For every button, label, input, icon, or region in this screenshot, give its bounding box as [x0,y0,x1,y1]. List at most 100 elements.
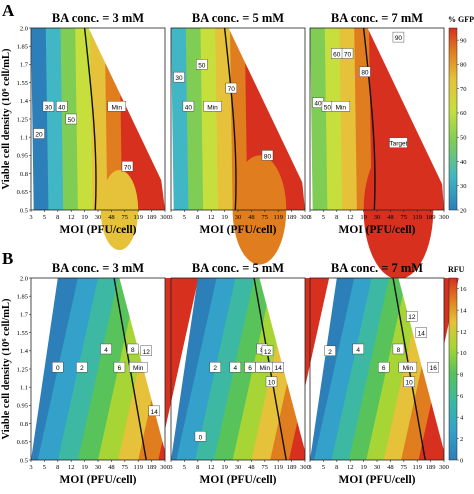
x-tick-label: 5 [183,464,186,471]
x-tick-label: 75 [122,464,129,471]
y-tick-label: 1.7 [20,62,29,69]
x-tick-label: 300 [160,214,170,221]
x-tick-label: 5 [322,464,325,471]
contour-label: 60 [331,48,343,59]
svg-text:Min: Min [403,365,414,372]
svg-text:Min: Min [112,104,123,111]
y-axis-label: Viable cell density (10⁶ cell/mL) [1,48,12,189]
x-tick-label: 19 [81,464,88,471]
contour-label: 80 [261,150,274,161]
x-tick-label: 30 [95,464,102,471]
x-tick-label: 30 [374,214,381,221]
colorbar-tick-label: 4 [460,414,464,421]
x-tick-label: 3 [29,464,32,471]
x-tick-label: 12 [68,464,75,471]
x-tick-label: 19 [360,214,367,221]
contour-label: 14 [148,405,160,417]
contour-label: Min [107,101,126,112]
x-tick-label: 48 [108,214,115,221]
contour-label: 12 [140,345,152,356]
x-tick-label: 19 [360,464,367,471]
colorbar-gradient [448,277,458,461]
x-tick-label: 12 [68,214,75,221]
panel-b-letter: B [2,249,13,268]
x-tick-label: 3 [308,214,311,221]
contour-label: 90 [392,31,405,43]
x-tick-label: 12 [208,464,215,471]
svg-text:80: 80 [361,70,369,77]
contour-label: 12 [261,345,274,356]
x-tick-label: 5 [43,464,46,471]
x-tick-label: 8 [335,214,338,221]
svg-text:14: 14 [275,365,283,372]
x-tick-label: 300 [300,464,310,471]
svg-text:8: 8 [131,347,135,354]
x-tick-label: 5 [322,214,325,221]
colorbar-tick-label: 0 [460,457,463,464]
subplot-title: BA conc. = 5 mM [192,261,284,275]
contour-label: 8 [127,343,139,355]
contour-label: 0 [52,361,64,373]
y-tick-label: 1.4 [20,98,29,105]
svg-text:6: 6 [248,365,252,372]
y-tick-label: 0.5 [20,207,28,214]
svg-text:60: 60 [333,51,341,58]
infeasible-region [367,28,444,189]
x-tick-label: 3 [169,464,172,471]
contour-label: 14 [272,361,284,373]
colorbar-tick-label: 14 [460,307,467,314]
y-tick-label: 0.95 [17,153,28,160]
x-tick-label: 8 [196,464,199,471]
contour-label: 50 [65,113,77,125]
colorbar-tick-label: 8 [460,372,463,379]
y-tick-label: 2.0 [20,275,28,282]
x-axis-label: MOI (PFU/cell) [200,474,277,486]
svg-text:50: 50 [198,62,206,69]
subplot-1: BA conc. = 3 mM 0 2 4 6 8 Min 12 14 3 5 8 12 19 30 48 75… [1,261,199,486]
x-tick-label: 3 [308,464,311,471]
svg-text:70: 70 [344,51,352,58]
contour-label: 4 [229,361,242,373]
x-tick-label: 3 [29,214,32,221]
y-tick-label: 0.95 [17,403,28,410]
contour-label: 8 [392,343,405,355]
contour-label: 6 [244,361,256,373]
x-tick-label: 30 [235,464,242,471]
y-tick-label: 2.0 [20,25,28,32]
contour-label: 70 [225,82,238,94]
contour-label: 6 [113,361,126,373]
contour-label: 16 [427,361,439,373]
x-tick-label: 19 [221,214,228,221]
colorbar-tick-label: 20 [460,207,467,214]
svg-text:0: 0 [56,365,60,372]
contour-label: 70 [121,161,134,172]
x-tick-label: 12 [347,464,354,471]
contour-label: 2 [324,345,336,356]
x-tick-label: 30 [95,214,102,221]
x-tick-label: 5 [43,214,46,221]
y-tick-label: 1.85 [17,44,28,51]
svg-text:40: 40 [185,104,193,111]
y-tick-label: 0.8 [20,421,28,428]
svg-text:14: 14 [418,331,426,338]
min-contour [83,27,97,211]
x-tick-label: 48 [248,214,255,221]
svg-text:10: 10 [268,380,276,387]
y-tick-label: 0.8 [20,171,28,178]
colorbar: % GFP 20 30 40 50 60 70 80 90 [448,15,474,214]
subplot-3: BA conc. = 7 mM 2 4 6 8 Min 10 12 14 16 3 5 8 12 19 30 4… [308,261,459,486]
y-tick-label: 1.25 [17,366,28,373]
contour-label: Min [255,361,275,373]
y-axis-label: Viable cell density (10⁶ cell/mL) [1,298,12,439]
contour-label: Min [331,101,351,112]
colorbar-tick-label: 10 [460,350,467,357]
contour-label: 40 [56,101,68,112]
svg-text:Min: Min [260,365,271,372]
contour-label: 50 [196,59,208,70]
x-tick-label: 30 [235,214,242,221]
svg-text:40: 40 [314,101,322,108]
svg-text:4: 4 [104,347,108,354]
contour-label: Target [389,137,408,148]
